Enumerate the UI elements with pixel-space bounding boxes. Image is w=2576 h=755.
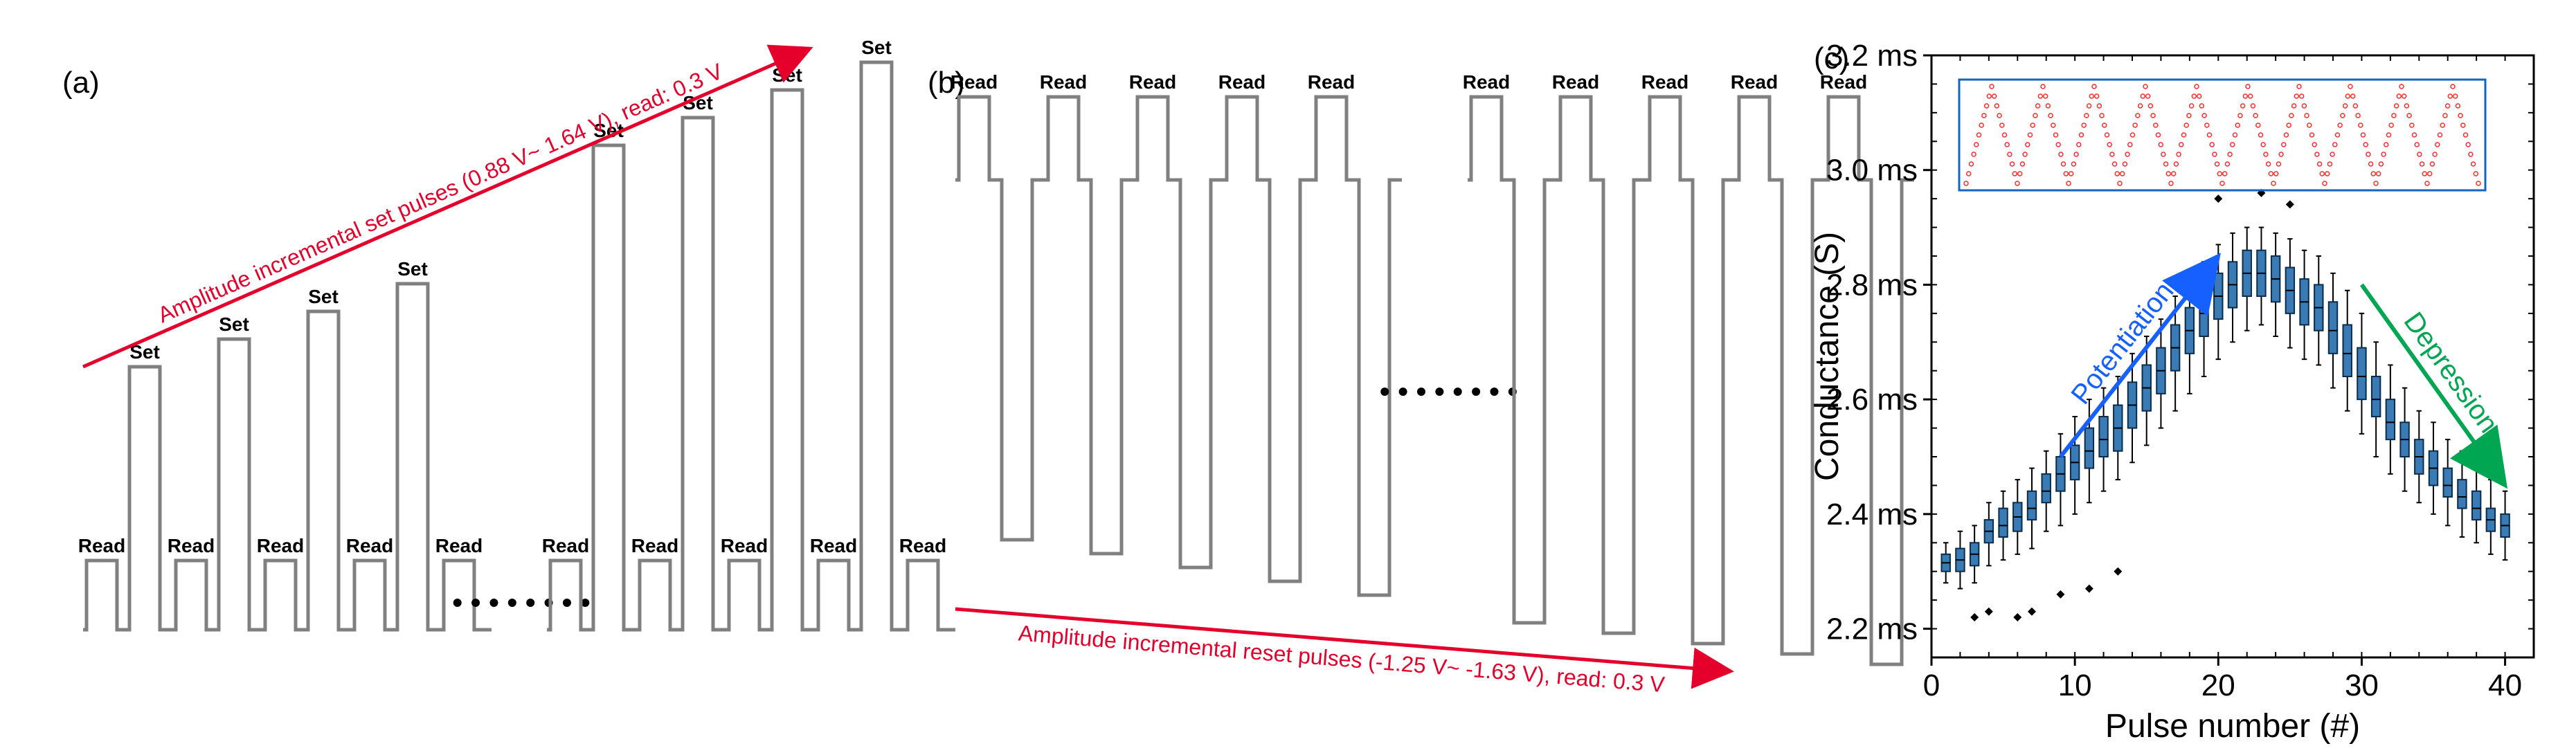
svg-text:Set: Set xyxy=(397,258,428,280)
svg-text:Conductance (S): Conductance (S) xyxy=(1809,232,1846,481)
svg-text:30: 30 xyxy=(2345,668,2379,702)
svg-text:Set: Set xyxy=(308,286,339,307)
svg-text:0: 0 xyxy=(1923,668,1940,702)
svg-text:Read: Read xyxy=(168,535,215,556)
svg-text:Read: Read xyxy=(1040,71,1087,93)
svg-text:Depression: Depression xyxy=(2398,307,2504,438)
svg-text:Read: Read xyxy=(810,535,857,556)
svg-text:Read: Read xyxy=(1218,71,1266,93)
svg-text:2.2 ms: 2.2 ms xyxy=(1826,612,1918,646)
svg-text:Read: Read xyxy=(721,535,768,556)
svg-text:Amplitude incremental set puls: Amplitude incremental set pulses (0.88 V… xyxy=(154,58,726,327)
panel-c-chart: 010203040Pulse number (#)2.2 ms2.4 ms2.6… xyxy=(1814,0,2575,755)
svg-text:Read: Read xyxy=(257,535,304,556)
svg-text:20: 20 xyxy=(2201,668,2235,702)
panel-a-pulses: Read Set Read Set Read Set Read Set Read • • • • … xyxy=(0,0,831,692)
svg-text:Read: Read xyxy=(1308,71,1355,93)
svg-text:3.0 ms: 3.0 ms xyxy=(1826,154,1918,188)
panel-b-pulses: Read Read Read Read Read • • • • • • • • Read R… xyxy=(886,0,1786,734)
svg-text:Read: Read xyxy=(1731,71,1778,93)
svg-text:40: 40 xyxy=(2488,668,2522,702)
svg-text:Read: Read xyxy=(542,535,589,556)
svg-text:Read: Read xyxy=(1463,71,1510,93)
figure: (a) ReadSetReadSetReadSetReadSetRead• • … xyxy=(0,0,2576,755)
svg-text:Read: Read xyxy=(346,535,393,556)
svg-text:Read: Read xyxy=(1129,71,1176,93)
svg-text:3.2 ms: 3.2 ms xyxy=(1826,39,1918,73)
svg-text:• • • • • • • •: • • • • • • • • xyxy=(1380,375,1517,408)
svg-text:2.4 ms: 2.4 ms xyxy=(1826,498,1918,531)
svg-text:Read: Read xyxy=(435,535,483,556)
svg-text:Set: Set xyxy=(772,64,802,86)
svg-text:• • • • • • • •: • • • • • • • • xyxy=(452,586,590,619)
svg-text:Pulse number (#): Pulse number (#) xyxy=(2105,708,2360,745)
svg-text:Read: Read xyxy=(1552,71,1599,93)
svg-text:Set: Set xyxy=(219,313,249,335)
svg-text:Read: Read xyxy=(1641,71,1688,93)
svg-text:Read: Read xyxy=(631,535,678,556)
svg-text:10: 10 xyxy=(2058,668,2092,702)
svg-text:Read: Read xyxy=(951,71,998,93)
svg-text:Read: Read xyxy=(78,535,125,556)
